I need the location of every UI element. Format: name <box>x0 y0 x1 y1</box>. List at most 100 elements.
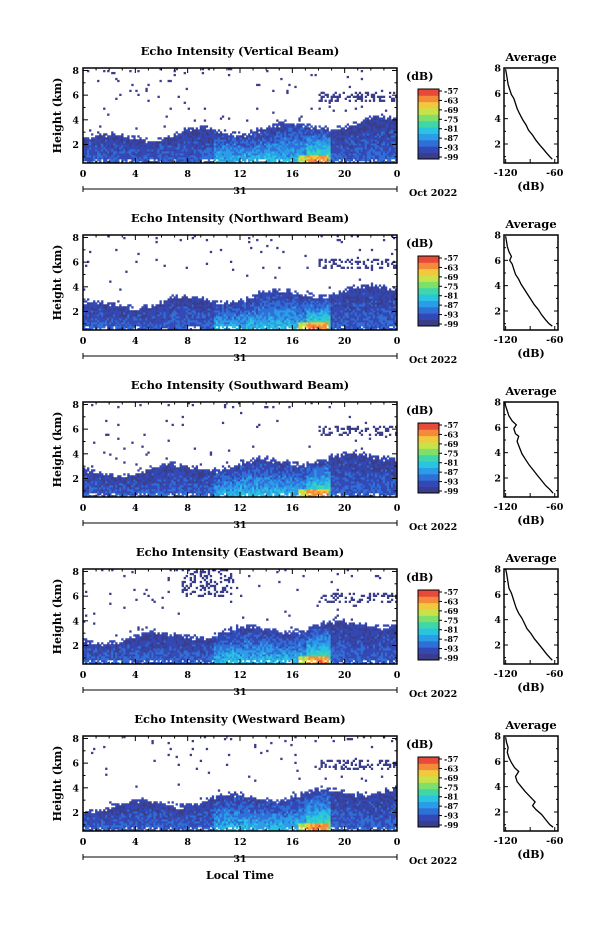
heatmap-cell <box>133 141 136 144</box>
heatmap-cell <box>340 137 343 140</box>
heatmap-cell <box>296 304 299 307</box>
heatmap-cell <box>137 324 140 327</box>
heatmap-cell <box>205 326 209 329</box>
heatmap-cell <box>183 328 186 331</box>
heatmap-cell <box>304 135 307 138</box>
heatmap-cell <box>296 318 299 321</box>
heatmap-cell <box>324 129 327 132</box>
heatmap-cell <box>127 155 130 158</box>
heatmap-cell <box>370 145 374 148</box>
heatmap-cell <box>117 139 120 142</box>
heatmap-cell <box>336 143 339 146</box>
heatmap-cell <box>89 139 92 142</box>
heatmap-cell <box>290 318 293 321</box>
heatmap-cell <box>105 149 108 152</box>
heatmap-cell <box>248 155 251 158</box>
heatmap-cell <box>119 328 122 331</box>
heatmap-cell <box>366 145 370 148</box>
heatmap-cell <box>310 322 313 325</box>
heatmap-cell <box>260 304 263 307</box>
heatmap-cell <box>258 153 261 156</box>
heatmap-cell <box>368 155 372 158</box>
heatmap-cell <box>137 328 140 331</box>
heatmap-cell <box>366 135 370 138</box>
heatmap-cell <box>378 127 382 130</box>
heatmap-cell <box>292 302 295 305</box>
heatmap-cell <box>266 127 269 130</box>
heatmap-cell <box>248 240 251 244</box>
heatmap-cell <box>320 137 323 140</box>
heatmap-cell <box>318 143 321 146</box>
heatmap-cell <box>177 161 180 164</box>
heatmap-cell <box>384 129 388 132</box>
heatmap-cell <box>338 133 341 136</box>
heatmap-cell <box>95 322 98 325</box>
heatmap-cell <box>237 304 241 307</box>
heatmap-cell <box>133 153 136 156</box>
heatmap-cell <box>254 314 257 317</box>
heatmap-cell <box>155 322 158 325</box>
heatmap-cell <box>348 125 351 128</box>
heatmap-cell <box>248 320 251 323</box>
heatmap-cell <box>332 133 335 136</box>
heatmap-cell <box>298 119 301 122</box>
heatmap-cell <box>262 308 265 311</box>
heatmap-cell <box>388 131 392 134</box>
heatmap-cell <box>314 149 317 152</box>
heatmap-cell <box>159 153 162 156</box>
heatmap-cell <box>256 296 259 299</box>
heatmap-cell <box>338 129 341 132</box>
heatmap-cell <box>217 135 221 138</box>
heatmap-cell <box>308 145 311 148</box>
heatmap-cell <box>87 298 90 301</box>
heatmap-cell <box>143 322 146 325</box>
heatmap-cell <box>266 324 269 327</box>
heatmap-cell <box>302 161 305 164</box>
heatmap-cell <box>330 155 333 158</box>
heatmap-cell <box>282 312 285 315</box>
heatmap-cell <box>95 143 98 146</box>
heatmap-cell <box>368 127 372 130</box>
heatmap-cell <box>318 324 321 327</box>
heatmap-cell <box>113 71 116 75</box>
heatmap-cell <box>139 139 142 142</box>
heatmap-cell <box>85 147 88 150</box>
heatmap-cell <box>282 324 285 327</box>
heatmap-cell <box>276 328 279 331</box>
heatmap-cell <box>199 302 203 305</box>
heatmap-cell <box>294 125 297 128</box>
heatmap-cell <box>165 314 168 317</box>
heatmap-cell <box>145 157 148 160</box>
heatmap-cell <box>286 306 289 309</box>
heatmap-cell <box>85 306 88 309</box>
heatmap-cell <box>169 304 172 307</box>
heatmap-cell <box>209 328 213 331</box>
heatmap-cell <box>390 141 394 144</box>
heatmap-cell <box>342 145 345 148</box>
heatmap-cell <box>360 133 364 136</box>
heatmap-cell <box>193 302 197 305</box>
heatmap-cell <box>201 157 205 160</box>
heatmap-cell <box>264 312 267 315</box>
heatmap-cell <box>93 139 96 142</box>
heatmap-cell <box>334 322 337 325</box>
heatmap-cell <box>292 296 295 299</box>
heatmap-cell <box>165 137 168 140</box>
heatmap-cell <box>378 133 382 136</box>
heatmap-cell <box>344 300 347 303</box>
heatmap-cell <box>223 145 227 148</box>
heatmap-cell <box>262 139 265 142</box>
y-tick-label: 6 <box>72 91 79 102</box>
heatmap-cell <box>137 151 140 154</box>
heatmap-cell <box>248 302 251 305</box>
heatmap-cell <box>346 137 349 140</box>
heatmap-cell <box>256 308 259 311</box>
heatmap-cell <box>195 318 199 321</box>
heatmap-cell <box>332 95 335 98</box>
heatmap-cell <box>242 322 245 325</box>
heatmap-cell <box>268 129 271 132</box>
heatmap-cell <box>370 153 374 156</box>
heatmap-cell <box>324 266 327 269</box>
heatmap-cell <box>195 137 199 140</box>
heatmap-cell <box>282 141 285 144</box>
